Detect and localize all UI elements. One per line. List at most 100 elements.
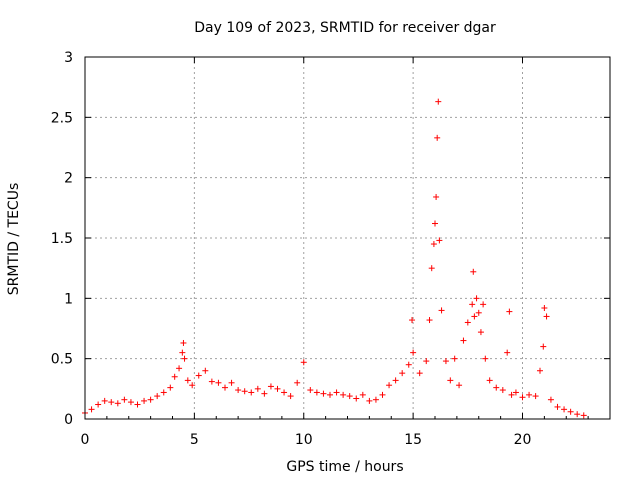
data-point (248, 389, 255, 396)
data-point (340, 391, 347, 398)
data-point (300, 359, 307, 366)
data-point (442, 358, 449, 365)
data-point (147, 396, 154, 403)
data-point (95, 401, 102, 408)
axis-ticks: 0 5 10 15 20 0 0.5 1 1.5 2 2.5 3 (51, 50, 610, 448)
data-point (386, 382, 393, 389)
data-point (195, 372, 202, 379)
y-tick-label: 0.5 (51, 352, 73, 368)
data-point (486, 377, 493, 384)
y-tick-label: 3 (64, 50, 73, 66)
data-point (167, 384, 174, 391)
data-point (580, 412, 587, 419)
data-point (261, 390, 268, 397)
y-axis-label: SRMTID / TECUs (6, 183, 22, 296)
data-point (372, 396, 379, 403)
data-point (127, 399, 134, 406)
x-tick-label: 20 (514, 432, 532, 448)
data-point (475, 309, 482, 316)
data-point (202, 367, 209, 374)
data-point (379, 391, 386, 398)
data-point (416, 370, 423, 377)
data-point (433, 193, 440, 200)
data-point (456, 382, 463, 389)
data-point (451, 355, 458, 362)
data-point (366, 397, 373, 404)
data-point (181, 355, 188, 362)
data-point (176, 365, 183, 372)
data-point (508, 391, 515, 398)
data-point (543, 313, 550, 320)
data-point (432, 220, 438, 227)
y-tick-label: 1 (64, 291, 73, 307)
data-point (469, 301, 476, 308)
x-tick-label: 5 (190, 432, 199, 448)
y-tick-label: 2.5 (51, 110, 73, 126)
data-point (561, 406, 568, 413)
data-point (267, 383, 274, 390)
data-point (438, 307, 445, 314)
x-tick-label: 15 (404, 432, 422, 448)
data-point (179, 349, 186, 356)
data-point (480, 301, 487, 308)
data-point (215, 379, 222, 386)
data-point (409, 317, 416, 324)
data-point (333, 389, 340, 396)
data-point (574, 411, 581, 418)
data-point (506, 308, 513, 315)
data-point (222, 384, 228, 391)
data-point (346, 393, 353, 400)
data-point (353, 395, 360, 402)
chart-title: Day 109 of 2023, SRMTID for receiver dga… (194, 20, 496, 36)
data-point (134, 401, 141, 408)
data-point (471, 313, 478, 320)
y-tick-label: 0 (64, 412, 73, 428)
grid-lines (85, 57, 610, 419)
data-point (294, 379, 301, 386)
data-point (426, 317, 433, 324)
data-point (171, 373, 178, 380)
x-tick-label: 0 (81, 432, 90, 448)
data-point (287, 393, 294, 400)
data-point (392, 377, 399, 384)
data-point (160, 389, 167, 396)
data-point (512, 389, 519, 396)
data-point (554, 403, 561, 410)
data-point (399, 370, 406, 377)
data-point (434, 134, 441, 141)
y-tick-label: 1.5 (51, 231, 73, 247)
data-point (154, 393, 161, 400)
data-point (274, 385, 281, 392)
data-point (526, 391, 533, 398)
data-point (228, 379, 235, 386)
data-point (519, 394, 526, 401)
data-point (460, 337, 467, 344)
data-point (141, 397, 148, 404)
data-point (235, 387, 242, 394)
data-points (82, 98, 587, 419)
data-point (464, 319, 471, 326)
data-point (327, 391, 333, 398)
data-point (477, 329, 484, 336)
data-point (436, 237, 443, 244)
data-point (435, 98, 442, 105)
data-point (493, 384, 500, 391)
data-point (547, 396, 554, 403)
data-point (320, 390, 327, 397)
x-tick-label: 10 (295, 432, 313, 448)
data-point (307, 387, 314, 394)
data-point (540, 343, 547, 350)
data-point (504, 349, 511, 356)
data-point (499, 387, 506, 394)
data-point (88, 406, 95, 413)
data-point (184, 377, 191, 384)
data-point (410, 349, 417, 356)
x-axis-label: GPS time / hours (286, 459, 403, 475)
data-point (482, 355, 489, 362)
data-point (101, 397, 108, 404)
data-point (121, 396, 128, 403)
data-point (208, 378, 215, 385)
data-point (423, 358, 430, 365)
data-point (254, 385, 261, 392)
